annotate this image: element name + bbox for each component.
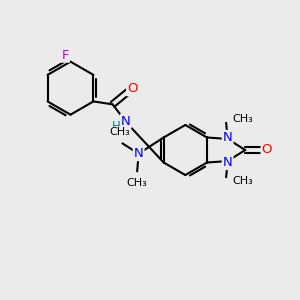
Text: N: N	[134, 147, 143, 160]
Text: H: H	[112, 120, 121, 133]
Text: CH₃: CH₃	[232, 114, 254, 124]
Text: O: O	[127, 82, 138, 95]
Text: CH₃: CH₃	[127, 178, 148, 188]
Text: N: N	[223, 156, 232, 169]
Text: F: F	[61, 49, 69, 62]
Text: CH₃: CH₃	[232, 176, 254, 186]
Text: O: O	[262, 143, 272, 157]
Text: N: N	[223, 131, 232, 144]
Text: CH₃: CH₃	[109, 128, 130, 137]
Text: N: N	[121, 115, 131, 128]
